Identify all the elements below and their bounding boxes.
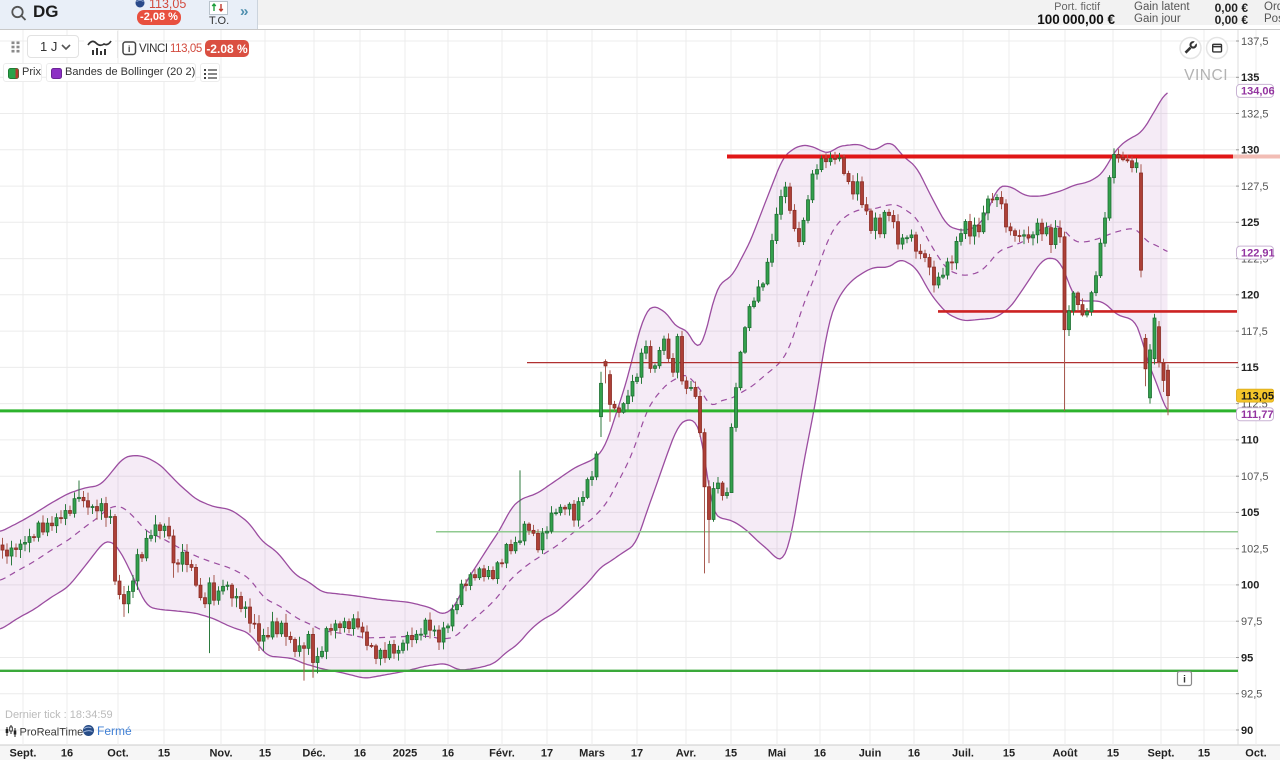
svg-text:113,05: 113,05 [1241, 390, 1274, 402]
svg-text:130: 130 [1241, 145, 1259, 157]
svg-text:125: 125 [1241, 217, 1259, 229]
svg-text:Août: Août [1052, 748, 1077, 760]
svg-text:Dernier tick : 18:34:59: Dernier tick : 18:34:59 [5, 709, 113, 721]
svg-text:17: 17 [631, 748, 643, 760]
svg-text:110: 110 [1241, 435, 1259, 447]
svg-text:137,5: 137,5 [1241, 36, 1269, 48]
svg-text:127,5: 127,5 [1241, 181, 1269, 193]
svg-text:Déc.: Déc. [302, 748, 325, 760]
svg-text:16: 16 [442, 748, 454, 760]
svg-text:Oct.: Oct. [107, 748, 128, 760]
svg-text:15: 15 [1003, 748, 1015, 760]
svg-text:100: 100 [1241, 580, 1259, 592]
svg-text:90: 90 [1241, 725, 1253, 737]
svg-text:15: 15 [158, 748, 170, 760]
svg-text:117,5: 117,5 [1241, 326, 1268, 338]
svg-text:111,77: 111,77 [1241, 409, 1273, 421]
svg-text:16: 16 [354, 748, 366, 760]
svg-text:135: 135 [1241, 72, 1259, 84]
svg-text:134,06: 134,06 [1241, 86, 1275, 98]
svg-text:102,5: 102,5 [1241, 544, 1269, 556]
svg-text:15: 15 [259, 748, 271, 760]
svg-text:15: 15 [1198, 748, 1210, 760]
svg-text:Mars: Mars [579, 748, 605, 760]
svg-text:120: 120 [1241, 290, 1259, 302]
svg-text:115: 115 [1241, 362, 1259, 374]
svg-text:16: 16 [61, 748, 73, 760]
svg-text:16: 16 [908, 748, 920, 760]
svg-text:132,5: 132,5 [1241, 108, 1269, 120]
svg-text:Mai: Mai [768, 748, 786, 760]
svg-text:Oct.: Oct. [1245, 748, 1266, 760]
svg-text:Juil.: Juil. [952, 748, 974, 760]
svg-text:Sept.: Sept. [10, 748, 37, 760]
svg-text:Juin: Juin [859, 748, 882, 760]
svg-text:16: 16 [814, 748, 826, 760]
svg-text:17: 17 [541, 748, 553, 760]
svg-text:i: i [1183, 675, 1186, 686]
svg-text:95: 95 [1241, 652, 1253, 664]
svg-text:Févr.: Févr. [489, 748, 515, 760]
svg-text:Sept.: Sept. [1148, 748, 1175, 760]
svg-text:VINCI: VINCI [1184, 67, 1228, 84]
svg-text:ProRealTime: ProRealTime [20, 727, 84, 739]
svg-text:Nov.: Nov. [209, 748, 232, 760]
svg-text:i: i [128, 44, 131, 55]
svg-text:Avr.: Avr. [676, 748, 696, 760]
svg-text:92,5: 92,5 [1241, 689, 1262, 701]
svg-text:97,5: 97,5 [1241, 616, 1262, 628]
svg-text:15: 15 [725, 748, 737, 760]
svg-text:122,91: 122,91 [1241, 247, 1275, 259]
svg-text:105: 105 [1241, 507, 1259, 519]
svg-text:2025: 2025 [393, 748, 417, 760]
svg-text:107,5: 107,5 [1241, 471, 1269, 483]
svg-text:Fermé: Fermé [97, 724, 132, 738]
svg-text:15: 15 [1107, 748, 1119, 760]
